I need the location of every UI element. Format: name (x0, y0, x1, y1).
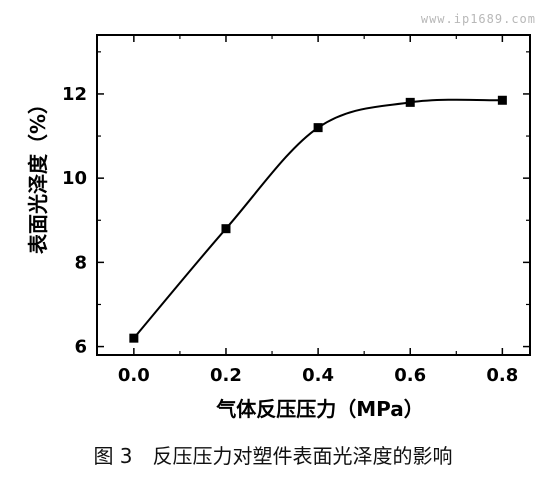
line-chart: 0.0 0.2 0.4 0.6 0.8 6 8 10 12 气体反压压力（MPa） 表面光泽度（… (26, 34, 531, 421)
markers (129, 95, 507, 343)
data-point (129, 333, 139, 343)
y-tick-label: 6 (74, 337, 87, 358)
axes: 0.0 0.2 0.4 0.6 0.8 6 8 10 12 (62, 34, 531, 386)
y-tick-label: 12 (62, 84, 87, 105)
series-line (133, 98, 503, 339)
y-axis-label: 表面光泽度（%） (26, 94, 50, 254)
data-point (497, 95, 507, 105)
figure-caption: 图 3 反压压力对塑件表面光泽度的影响 (93, 444, 453, 468)
x-tick-label: 0.6 (394, 365, 426, 386)
x-axis-label: 气体反压压力（MPa） (215, 397, 424, 421)
y-tick-label: 10 (62, 168, 87, 189)
x-tick-label: 0.0 (118, 365, 150, 386)
x-tick-label: 0.4 (302, 365, 334, 386)
y-tick-label: 8 (74, 252, 87, 273)
data-point (313, 123, 323, 133)
data-point (221, 224, 231, 234)
data-point (405, 97, 415, 107)
x-tick-label: 0.2 (210, 365, 242, 386)
watermark-text: www.ip1689.com (420, 12, 536, 26)
plot-frame (96, 34, 531, 356)
x-tick-label: 0.8 (486, 365, 518, 386)
